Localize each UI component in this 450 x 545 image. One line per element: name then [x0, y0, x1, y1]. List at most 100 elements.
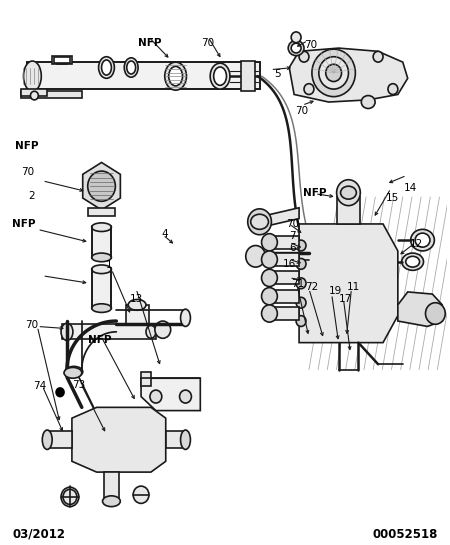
Circle shape	[150, 390, 162, 403]
Polygon shape	[289, 48, 408, 102]
Ellipse shape	[402, 253, 423, 270]
Ellipse shape	[146, 325, 156, 338]
Circle shape	[296, 298, 306, 308]
Ellipse shape	[99, 57, 114, 78]
Polygon shape	[271, 253, 299, 266]
Ellipse shape	[415, 233, 430, 247]
Polygon shape	[337, 197, 360, 224]
Ellipse shape	[411, 229, 434, 251]
Text: 7: 7	[289, 232, 295, 241]
Polygon shape	[27, 62, 260, 89]
Ellipse shape	[128, 299, 146, 310]
Polygon shape	[166, 431, 185, 449]
Text: NFP: NFP	[138, 38, 161, 49]
Text: 70: 70	[295, 106, 308, 116]
Circle shape	[326, 64, 342, 82]
Circle shape	[312, 49, 356, 96]
Text: 19: 19	[329, 286, 342, 296]
Circle shape	[296, 258, 306, 269]
Text: 00052518: 00052518	[372, 528, 437, 541]
Ellipse shape	[65, 366, 83, 377]
Text: 72: 72	[305, 282, 318, 292]
Ellipse shape	[180, 430, 190, 450]
Polygon shape	[21, 89, 47, 95]
Circle shape	[31, 91, 38, 100]
Text: 12: 12	[410, 239, 423, 249]
Ellipse shape	[210, 63, 230, 89]
Polygon shape	[62, 324, 156, 340]
Text: NFP: NFP	[15, 141, 39, 151]
Text: 70: 70	[25, 320, 38, 330]
Bar	[54, 57, 70, 63]
Polygon shape	[299, 224, 398, 343]
Circle shape	[304, 84, 314, 94]
Ellipse shape	[102, 60, 112, 75]
Text: 70: 70	[201, 38, 214, 49]
Text: NFP: NFP	[12, 220, 36, 229]
Bar	[92, 269, 112, 308]
Circle shape	[296, 316, 306, 326]
Circle shape	[296, 278, 306, 289]
Text: 14: 14	[404, 183, 418, 193]
Ellipse shape	[92, 265, 112, 274]
Circle shape	[426, 302, 445, 324]
Circle shape	[388, 84, 398, 94]
Ellipse shape	[64, 367, 82, 378]
Ellipse shape	[180, 309, 190, 326]
Text: 4: 4	[162, 229, 168, 239]
Circle shape	[88, 171, 115, 201]
Circle shape	[261, 251, 277, 268]
Ellipse shape	[406, 256, 419, 267]
Circle shape	[261, 269, 277, 287]
Ellipse shape	[165, 62, 186, 90]
Text: 13: 13	[130, 294, 143, 304]
Ellipse shape	[92, 223, 112, 232]
Ellipse shape	[92, 304, 112, 312]
Circle shape	[296, 240, 306, 251]
Circle shape	[373, 51, 383, 62]
Polygon shape	[271, 307, 299, 320]
Circle shape	[337, 180, 360, 205]
Ellipse shape	[251, 214, 269, 229]
Polygon shape	[104, 472, 119, 499]
Polygon shape	[126, 305, 149, 324]
Text: 70: 70	[286, 219, 299, 229]
Ellipse shape	[92, 253, 112, 262]
Polygon shape	[271, 290, 299, 302]
Text: 5: 5	[274, 69, 281, 79]
Text: 11: 11	[347, 282, 360, 292]
Text: 71: 71	[291, 279, 305, 289]
Polygon shape	[271, 271, 299, 284]
Text: 74: 74	[33, 382, 46, 391]
Bar	[88, 208, 115, 216]
Text: NFP: NFP	[88, 336, 112, 346]
Polygon shape	[261, 208, 299, 227]
Bar	[92, 226, 112, 258]
Text: 15: 15	[386, 193, 399, 203]
Polygon shape	[47, 431, 72, 449]
Circle shape	[319, 57, 348, 89]
Polygon shape	[141, 372, 151, 386]
Ellipse shape	[361, 95, 375, 108]
Ellipse shape	[341, 186, 356, 199]
Circle shape	[155, 321, 171, 338]
Ellipse shape	[23, 61, 41, 91]
Circle shape	[261, 305, 277, 322]
Circle shape	[56, 388, 64, 397]
Polygon shape	[398, 292, 442, 326]
Polygon shape	[83, 162, 120, 210]
Circle shape	[246, 246, 266, 267]
Ellipse shape	[169, 66, 183, 86]
Bar	[241, 61, 255, 91]
Text: 16: 16	[283, 259, 297, 269]
Polygon shape	[72, 407, 166, 472]
Text: 17: 17	[339, 294, 352, 305]
Polygon shape	[21, 91, 82, 98]
Ellipse shape	[61, 323, 73, 341]
Circle shape	[291, 32, 301, 43]
Circle shape	[299, 51, 309, 62]
Text: 2: 2	[28, 191, 35, 201]
Ellipse shape	[291, 43, 301, 53]
Text: 1: 1	[106, 261, 113, 270]
Text: 70: 70	[22, 167, 35, 177]
